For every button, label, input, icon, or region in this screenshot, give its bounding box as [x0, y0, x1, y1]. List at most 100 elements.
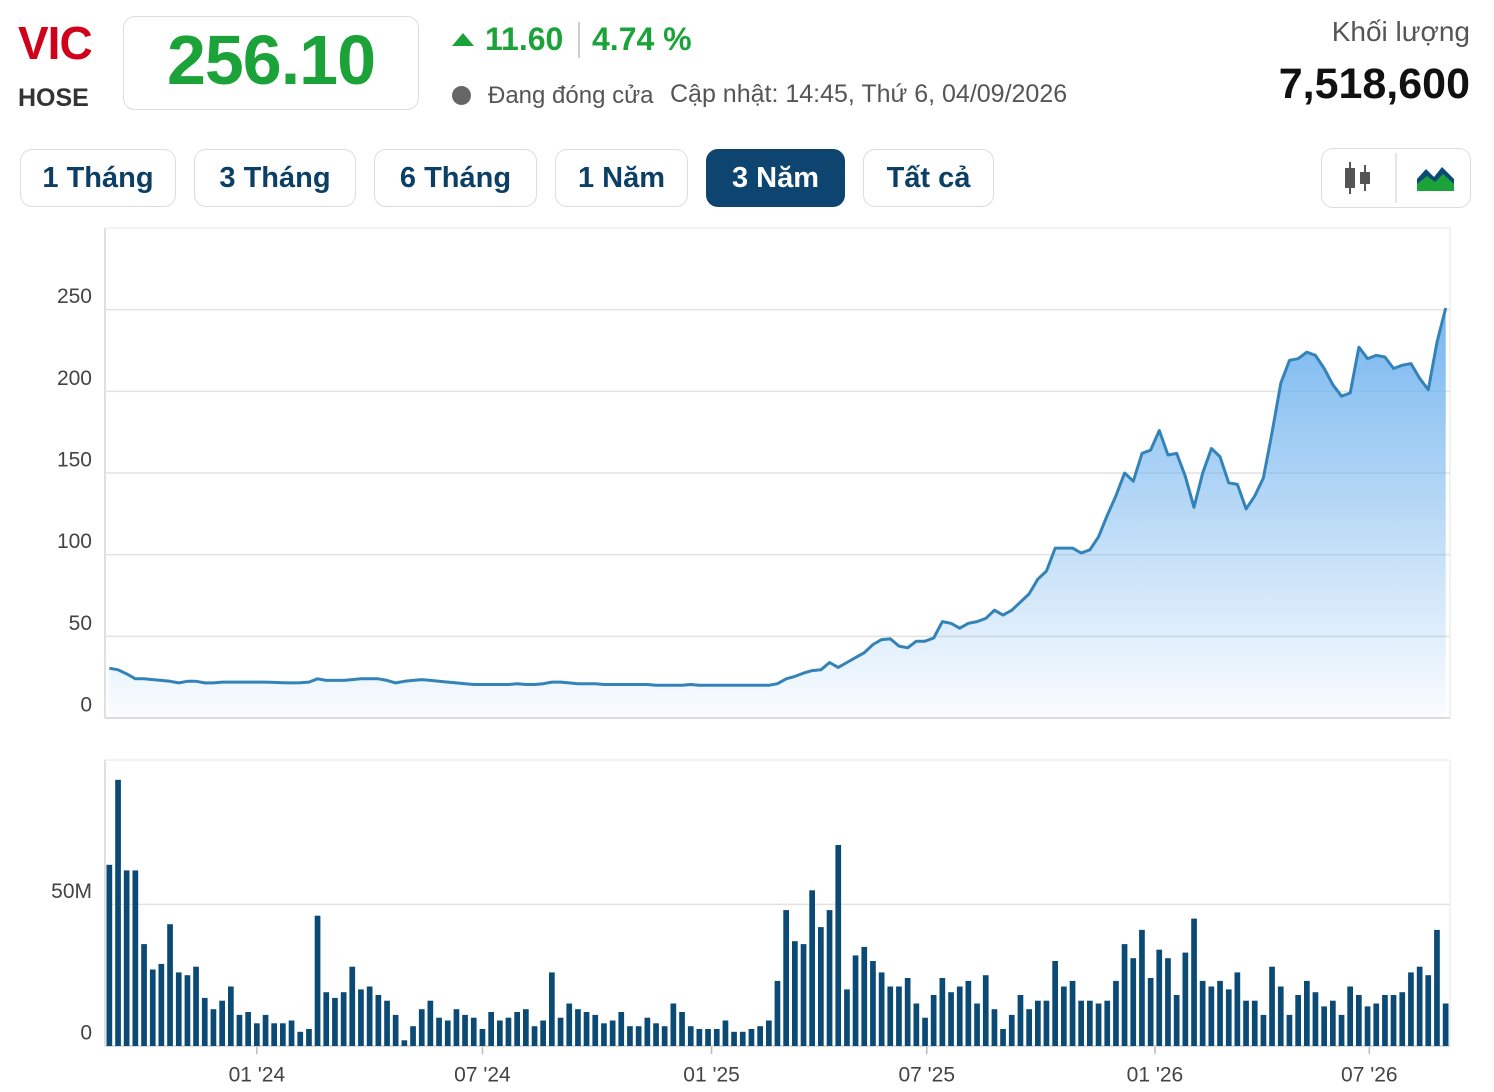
volume-bar: [974, 1003, 980, 1046]
volume-bar: [861, 946, 868, 1046]
volume-bar: [1130, 958, 1137, 1046]
volume-bar: [1208, 986, 1215, 1046]
volume-bar: [627, 1026, 633, 1046]
y-tick-label: 0: [80, 694, 92, 717]
volume-bar: [1243, 1000, 1249, 1046]
volume-bar: [1043, 1000, 1050, 1046]
volume-bar: [800, 944, 807, 1046]
volume-bar: [766, 1020, 772, 1046]
volume-bar: [436, 1017, 442, 1046]
volume-bar: [245, 1012, 251, 1046]
volume-bar: [175, 972, 182, 1046]
volume-bar: [540, 1020, 546, 1046]
volume-bar: [653, 1023, 659, 1046]
volume-bar: [280, 1023, 286, 1046]
volume-bar: [1269, 966, 1275, 1046]
volume-bar: [1052, 961, 1058, 1046]
volume-bar: [132, 870, 139, 1046]
volume-bar: [783, 910, 789, 1046]
volume-bar: [1356, 995, 1362, 1046]
volume-bar: [444, 1020, 451, 1046]
range-button[interactable]: 1 Tháng: [20, 149, 176, 207]
volume-bar: [661, 1026, 668, 1046]
volume-bar: [835, 845, 842, 1046]
volume-bar: [497, 1020, 503, 1046]
volume-bar: [1147, 978, 1154, 1046]
volume-bar: [965, 980, 972, 1046]
range-button[interactable]: Tất cả: [863, 149, 994, 207]
volume-bar: [705, 1029, 711, 1046]
volume-bar: [870, 961, 876, 1046]
volume-bar: [167, 924, 173, 1046]
x-tick-label: 07 '24: [454, 1064, 511, 1087]
volume-bar: [523, 1009, 529, 1046]
volume-bar: [1069, 980, 1076, 1046]
volume-bar: [1095, 1003, 1102, 1046]
volume-bar: [1000, 1029, 1006, 1046]
volume-bar: [818, 927, 824, 1046]
volume-bar: [1347, 986, 1353, 1046]
volume-bar: [1217, 980, 1223, 1046]
volume-bar: [1026, 1009, 1032, 1046]
volume-bar: [1061, 986, 1067, 1046]
volume-bar: [1078, 1000, 1084, 1046]
x-tick-label: 07 '25: [898, 1064, 955, 1087]
range-button[interactable]: 1 Năm: [555, 149, 688, 207]
volume-bar: [939, 978, 946, 1046]
market-status: Đang đóng cửa: [488, 82, 654, 109]
volume-bar: [262, 1014, 269, 1046]
volume-bar: [609, 1020, 616, 1046]
volume-bar: [505, 1017, 512, 1046]
volume-bar: [384, 1000, 390, 1046]
volume-bar: [1165, 958, 1171, 1046]
volume-bar: [531, 1026, 538, 1046]
range-button[interactable]: 3 Năm: [706, 149, 845, 207]
volume-bar: [1295, 995, 1301, 1046]
volume-bar: [349, 966, 356, 1046]
volume-bar: [913, 1003, 920, 1046]
candlestick-icon[interactable]: [1345, 162, 1370, 194]
change-percent: 4.74 %: [592, 21, 692, 57]
volume-bar: [687, 1026, 694, 1046]
volume-bar: [1260, 1014, 1267, 1046]
volume-bar: [1234, 972, 1241, 1046]
price-area: [109, 308, 1446, 718]
volume-bar: [1442, 1003, 1449, 1046]
price-line: [109, 307, 1448, 687]
y-tick-label: 150: [57, 449, 92, 472]
symbol: VIC: [18, 17, 93, 69]
volume-bar: [731, 1031, 737, 1046]
volume-bar: [1338, 1014, 1345, 1046]
range-button[interactable]: 6 Tháng: [374, 149, 537, 207]
range-button[interactable]: 3 Tháng: [194, 149, 356, 207]
chart-type-toggle: [1321, 148, 1471, 208]
x-tick-label: 07 '26: [1341, 1064, 1398, 1087]
volume-bar: [1113, 980, 1119, 1046]
volume-bar: [375, 995, 382, 1046]
volume-bar: [470, 1017, 477, 1046]
price-box: [123, 16, 419, 110]
volume-bar: [991, 1009, 998, 1046]
volume-bar: [1382, 995, 1388, 1046]
volume-bar: [418, 1009, 425, 1046]
volume-bar: [670, 1003, 677, 1046]
volume-bar: [583, 1012, 590, 1046]
volume-bar: [410, 1026, 416, 1046]
volume-bar: [922, 1017, 928, 1046]
area-icon[interactable]: [1417, 167, 1454, 191]
volume-bar: [228, 986, 234, 1046]
volume-bar: [462, 1014, 468, 1046]
volume-bar: [722, 1020, 729, 1046]
volume-label: Khối lượng: [1331, 16, 1470, 47]
volume-bar: [1121, 944, 1128, 1046]
volume-bar: [401, 1040, 408, 1046]
volume-bar: [575, 1009, 581, 1046]
volume-bar: [1182, 952, 1189, 1046]
volume-bar: [297, 1031, 304, 1046]
volume-bar: [1425, 975, 1432, 1046]
volume-bar: [1286, 1014, 1293, 1046]
volume-bar: [358, 989, 364, 1046]
volume-bar: [141, 944, 147, 1046]
